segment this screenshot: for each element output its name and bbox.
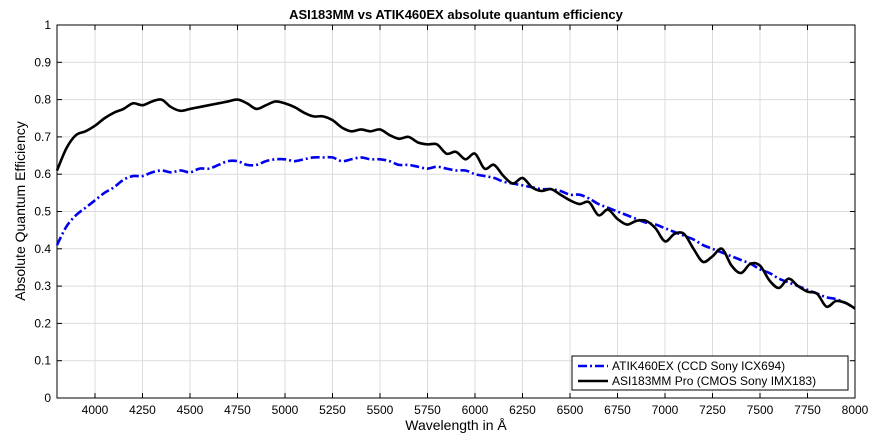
legend-label-asi183mm: ASI183MM Pro (CMOS Sony IMX183) xyxy=(612,374,816,388)
x-tick-label: 7750 xyxy=(794,403,821,417)
grid-lines xyxy=(57,24,856,399)
x-tick-label: 4750 xyxy=(224,403,251,417)
y-axis-title: Absolute Quantum Efficiency xyxy=(12,121,28,301)
x-tick-label: 5000 xyxy=(272,403,299,417)
x-tick-label: 6000 xyxy=(462,403,489,417)
y-tick-label: 0.9 xyxy=(34,55,51,69)
x-tick-label: 5250 xyxy=(319,403,346,417)
y-tick-label: 0.8 xyxy=(34,93,51,107)
legend-box xyxy=(571,355,849,391)
legend: ATIK460EX (CCD Sony ICX694) ASI183MM Pro… xyxy=(571,355,849,391)
x-tick-label: 5750 xyxy=(414,403,441,417)
series-line-0 xyxy=(55,155,856,310)
y-tick-label: 0.7 xyxy=(34,130,51,144)
y-tick-label: 0.5 xyxy=(34,205,51,219)
series-layer xyxy=(55,98,856,310)
y-tick-label: 0.1 xyxy=(34,354,51,368)
y-tick-label: 0.2 xyxy=(34,316,51,330)
x-tick-label: 8000 xyxy=(842,403,869,417)
x-tick-label: 7250 xyxy=(699,403,726,417)
y-tick-label: 0.3 xyxy=(34,279,51,293)
x-tick-label: 5500 xyxy=(367,403,394,417)
x-tick-label: 7000 xyxy=(652,403,679,417)
legend-label-atik460ex: ATIK460EX (CCD Sony ICX694) xyxy=(612,359,785,373)
x-tick-label: 6500 xyxy=(557,403,584,417)
x-axis-title: Wavelength in Å xyxy=(405,417,507,433)
y-tick-label: 1 xyxy=(44,18,51,32)
axis-ticks: 4000 4250 4500 4750 5000 5250 5500 5750 6000 6250… xyxy=(34,18,868,417)
y-tick-label: 0 xyxy=(44,391,51,405)
x-tick-label: 7500 xyxy=(747,403,774,417)
x-tick-label: 4000 xyxy=(82,403,109,417)
x-tick-label: 6750 xyxy=(604,403,631,417)
chart-title: ASI183MM vs ATIK460EX absolute quantum e… xyxy=(289,7,624,22)
x-tick-label: 4500 xyxy=(177,403,204,417)
y-tick-label: 0.4 xyxy=(34,242,51,256)
series-line-1 xyxy=(55,98,856,310)
x-tick-label: 6250 xyxy=(509,403,536,417)
x-tick-label: 4250 xyxy=(129,403,156,417)
y-tick-label: 0.6 xyxy=(34,167,51,181)
